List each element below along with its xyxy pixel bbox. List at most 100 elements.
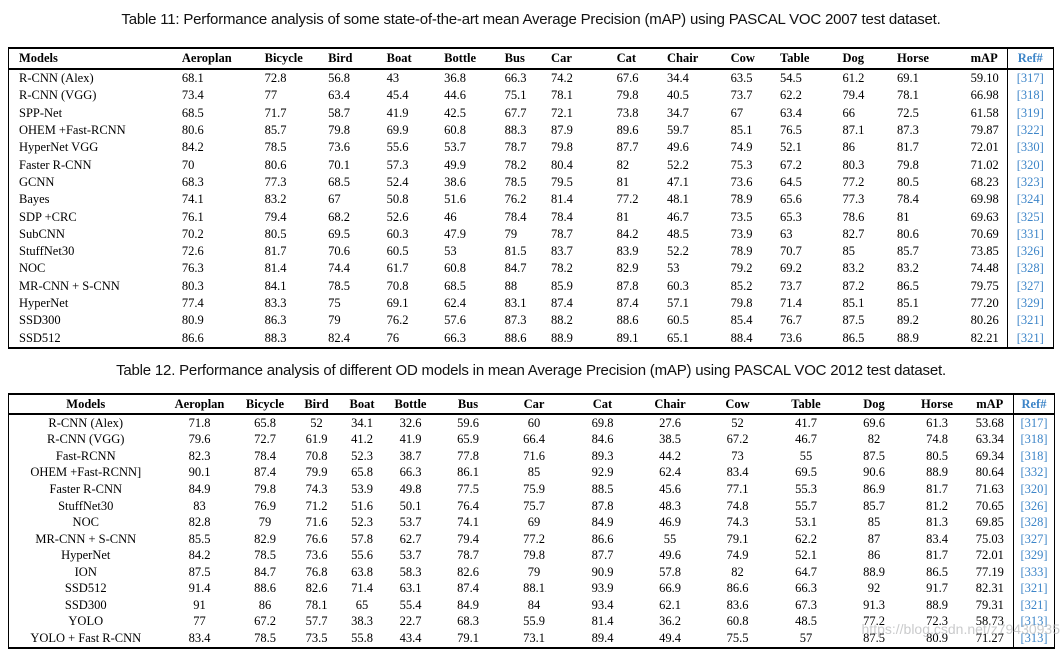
ap-value-cell: 88.9 — [926, 465, 948, 480]
ap-value-cell: 87 — [867, 531, 881, 546]
ap-value-cell: 80.5 — [926, 448, 948, 463]
reference-link[interactable]: [323] — [1006, 173, 1054, 192]
ap-value-cell: 69.85 — [975, 515, 1004, 530]
reference-link[interactable]: [317] — [1006, 69, 1054, 88]
ap-value-cell: 62.2 — [780, 88, 802, 103]
ap-value-cell: 79.4 — [264, 209, 287, 224]
ap-value-cell: 79.75 — [970, 278, 999, 293]
ap-value-cell: 70 — [181, 157, 195, 172]
table-row: SubCNN 70.2 80.5 69.5 60.3 47.9 79 78.7 84.2 48.5… — [9, 225, 1054, 243]
reference-link[interactable]: [331] — [1006, 225, 1054, 243]
reference-link[interactable]: [327] — [1006, 277, 1054, 295]
reference-link[interactable]: [321] — [1013, 597, 1055, 614]
ap-value-cell: 92 — [867, 581, 881, 596]
reference-link[interactable]: [321] — [1006, 329, 1054, 348]
ap-value-cell: 34.1 — [351, 415, 373, 430]
ap-value-cell: 81.2 — [926, 498, 948, 513]
ap-value-cell: 80.64 — [975, 465, 1004, 480]
ap-value-cell: 83.6 — [726, 597, 749, 612]
ap-value-cell: 72.3 — [926, 614, 948, 629]
ap-value-cell: 86.5 — [897, 278, 919, 293]
ap-value-cell: 66.9 — [659, 581, 681, 596]
ap-value-cell: 74.1 — [457, 515, 479, 530]
ap-value-cell: 73.7 — [780, 278, 802, 293]
reference-link[interactable]: [328] — [1013, 514, 1055, 531]
model-name-cell: YOLO — [68, 614, 104, 629]
model-name-cell: OHEM +Fast-RCNN — [19, 123, 126, 138]
model-name-cell: Faster R-CNN — [19, 157, 92, 172]
model-name-cell: Bayes — [19, 192, 50, 207]
ap-value-cell: 22.7 — [399, 614, 422, 629]
reference-link[interactable]: [318] — [1006, 87, 1054, 105]
ap-value-cell: 87.2 — [842, 278, 865, 293]
ap-value-cell: 57.7 — [305, 614, 328, 629]
reference-link[interactable]: [317] — [1013, 414, 1055, 432]
reference-link[interactable]: [324] — [1006, 191, 1054, 209]
ap-value-cell: 74.9 — [730, 140, 753, 155]
reference-link[interactable]: [328] — [1006, 260, 1054, 278]
ap-value-cell: 67.6 — [616, 71, 639, 86]
ap-value-cell: 60.8 — [444, 261, 467, 276]
reference-link[interactable]: [329] — [1006, 294, 1054, 313]
ap-value-cell: 75.5 — [726, 630, 749, 645]
reference-link[interactable]: [330] — [1006, 139, 1054, 157]
ap-value-cell: 80.6 — [264, 157, 287, 172]
ap-value-cell: 87.5 — [188, 564, 211, 579]
ap-value-cell: 74.9 — [726, 548, 749, 563]
ap-value-cell: 76 — [386, 330, 400, 345]
ap-value-cell: 92.9 — [591, 465, 614, 480]
ap-value-cell: 70.8 — [386, 278, 409, 293]
ap-value-cell: 83.7 — [551, 244, 573, 259]
ap-value-cell: 88.5 — [591, 481, 614, 496]
ap-value-cell: 51.6 — [444, 192, 467, 207]
ap-value-cell: 53.9 — [351, 481, 373, 496]
reference-link[interactable]: [325] — [1006, 208, 1054, 226]
reference-link[interactable]: [329] — [1013, 547, 1055, 564]
ap-value-cell: 77.2 — [842, 174, 865, 189]
reference-link[interactable]: [321] — [1006, 312, 1054, 330]
ap-value-cell: 74.3 — [726, 515, 749, 530]
ap-value-cell: 87.8 — [616, 278, 639, 293]
ap-value-cell: 69.5 — [328, 226, 351, 241]
reference-link[interactable]: [327] — [1013, 530, 1055, 548]
reference-link[interactable]: [318] — [1013, 431, 1055, 449]
reference-link[interactable]: [313] — [1013, 630, 1055, 648]
ap-value-cell: 52 — [731, 415, 744, 430]
reference-link[interactable]: [332] — [1013, 464, 1055, 482]
reference-link[interactable]: [326] — [1006, 242, 1054, 261]
ap-value-cell: 38.5 — [659, 432, 681, 447]
ap-value-cell: 65.1 — [667, 330, 689, 345]
ap-value-cell: 62.2 — [795, 531, 817, 546]
reference-link[interactable]: [321] — [1013, 580, 1055, 598]
reference-link[interactable]: [322] — [1006, 121, 1054, 140]
ap-value-cell: 71.2 — [305, 498, 328, 513]
ap-value-cell: 74.3 — [305, 481, 328, 496]
reference-link[interactable]: [318] — [1013, 448, 1055, 465]
model-name-cell: NOC — [19, 261, 46, 276]
ap-value-cell: 89.2 — [897, 313, 919, 328]
reference-link[interactable]: [326] — [1013, 497, 1055, 515]
ap-value-cell: 83.4 — [188, 630, 211, 645]
ap-value-cell: 87.4 — [616, 296, 639, 310]
ap-value-cell: 84.2 — [188, 548, 211, 563]
ap-value-cell: 61.2 — [842, 71, 865, 86]
ap-value-cell: 76.2 — [386, 313, 409, 328]
ap-value-cell: 69.98 — [970, 192, 999, 207]
reference-link[interactable]: [319] — [1006, 104, 1054, 122]
reference-link[interactable]: [320] — [1006, 156, 1054, 174]
ap-value-cell: 91.7 — [926, 581, 948, 596]
ap-value-cell: 69.5 — [795, 465, 817, 480]
ap-value-cell: 86 — [842, 140, 856, 155]
ap-value-cell: 73.4 — [181, 88, 204, 103]
reference-link[interactable]: [333] — [1013, 563, 1055, 581]
ap-value-cell: 47.9 — [444, 226, 467, 241]
ap-value-cell: 41.7 — [795, 415, 817, 430]
column-header-ref: Ref# — [1006, 48, 1054, 69]
reference-link[interactable]: [313] — [1013, 613, 1055, 631]
table-row: NOC 82.8 79 71.6 52.3 53.7 74.1 69 84.9 46.9 74.3 5… — [9, 514, 1055, 531]
table-row: OHEM +Fast-RCNN] 90.1 87.4 79.9 65.8 66.3 86.1… — [9, 464, 1055, 482]
reference-link[interactable]: [320] — [1013, 481, 1055, 498]
ap-value-cell: 84.7 — [504, 261, 527, 276]
table-row: R-CNN (Alex) 71.8 65.8 52 34.1 32.6 59.6 60 69.8… — [9, 414, 1055, 432]
ap-value-cell: 52 — [310, 415, 323, 430]
